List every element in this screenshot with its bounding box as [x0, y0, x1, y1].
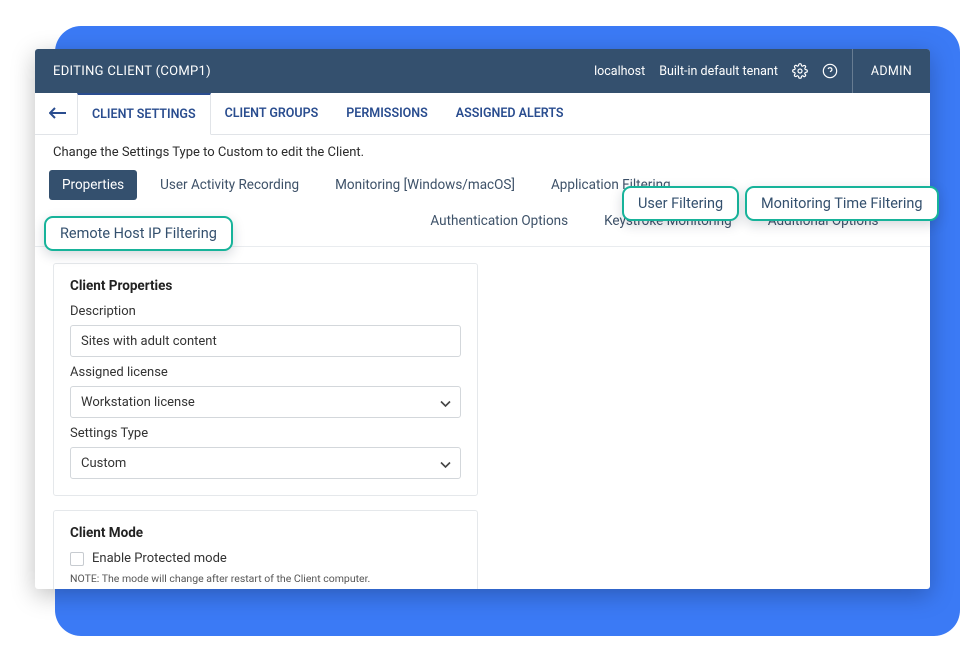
- settings-gear-icon[interactable]: [792, 63, 808, 79]
- tab-permissions[interactable]: PERMISSIONS: [332, 93, 442, 135]
- settings-type-label: Settings Type: [70, 426, 461, 441]
- callout-remote-host-ip-filtering[interactable]: Remote Host IP Filtering: [44, 216, 233, 251]
- settings-type-select-value[interactable]: [70, 447, 461, 479]
- mode-note: NOTE: The mode will change after restart…: [70, 572, 461, 585]
- admin-menu[interactable]: ADMIN: [852, 49, 930, 93]
- card-title-mode: Client Mode: [70, 525, 461, 541]
- protected-mode-row: Enable Protected mode: [70, 551, 461, 566]
- app-window: EDITING CLIENT (COMP1) localhost Built-i…: [35, 49, 930, 589]
- admin-label: ADMIN: [871, 64, 912, 79]
- tab-client-settings[interactable]: CLIENT SETTINGS: [77, 93, 211, 135]
- tab-client-groups[interactable]: CLIENT GROUPS: [211, 93, 333, 135]
- description-input[interactable]: [70, 325, 461, 357]
- card-title-properties: Client Properties: [70, 278, 461, 294]
- tenant-label: Built-in default tenant: [659, 64, 778, 79]
- subtab-user-activity-recording[interactable]: User Activity Recording: [147, 170, 312, 200]
- header-right-cluster: localhost Built-in default tenant ADMIN: [594, 49, 930, 93]
- client-properties-card: Client Properties Description Assigned l…: [53, 263, 478, 496]
- callout-monitoring-time-filtering[interactable]: Monitoring Time Filtering: [745, 186, 939, 221]
- content-area: Client Properties Description Assigned l…: [35, 247, 930, 589]
- callout-user-filtering[interactable]: User Filtering: [622, 186, 739, 221]
- client-mode-card: Client Mode Enable Protected mode NOTE: …: [53, 510, 478, 589]
- license-select-value[interactable]: [70, 386, 461, 418]
- help-icon[interactable]: [822, 63, 838, 79]
- subtab-authentication-options[interactable]: Authentication Options: [417, 206, 581, 236]
- protected-mode-label: Enable Protected mode: [92, 551, 227, 566]
- window-title: EDITING CLIENT (COMP1): [53, 64, 594, 79]
- subtab-properties[interactable]: Properties: [49, 170, 137, 200]
- title-bar: EDITING CLIENT (COMP1) localhost Built-i…: [35, 49, 930, 93]
- tab-assigned-alerts[interactable]: ASSIGNED ALERTS: [442, 93, 578, 135]
- host-label: localhost: [594, 64, 645, 79]
- main-tabs: CLIENT SETTINGS CLIENT GROUPS PERMISSION…: [35, 93, 930, 135]
- license-label: Assigned license: [70, 365, 461, 380]
- protected-mode-checkbox[interactable]: [70, 552, 84, 566]
- settings-type-select[interactable]: [70, 447, 461, 479]
- hint-text: Change the Settings Type to Custom to ed…: [35, 135, 930, 166]
- subtab-monitoring[interactable]: Monitoring [Windows/macOS]: [322, 170, 528, 200]
- description-label: Description: [70, 304, 461, 319]
- back-arrow[interactable]: [49, 104, 77, 123]
- license-select[interactable]: [70, 386, 461, 418]
